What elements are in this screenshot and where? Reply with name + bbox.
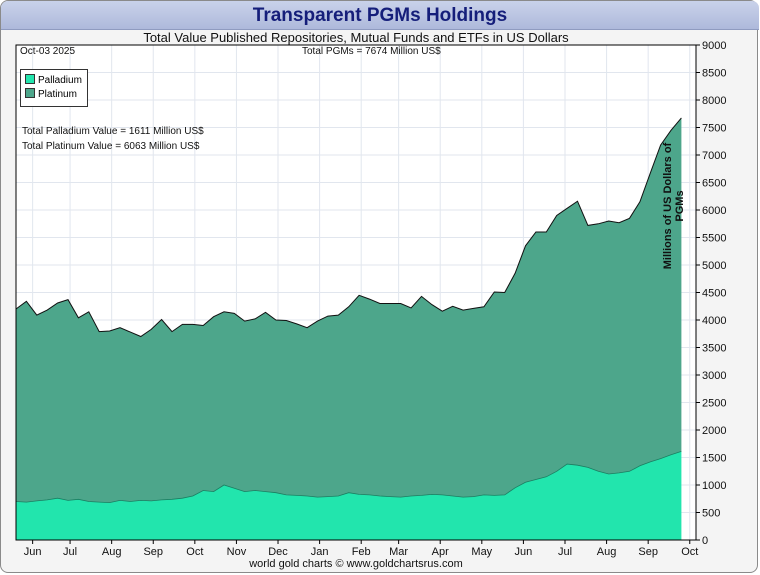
y-tick-label: 8500 [702,68,726,80]
x-tick-label: Nov [227,546,247,558]
y-tick-label: 7000 [702,150,726,162]
y-tick-label: 4500 [702,288,726,300]
y-tick-label: 5500 [702,233,726,245]
y-tick-label: 3500 [702,343,726,355]
legend-item-platinum: Platinum [25,88,77,100]
x-tick-label: Jul [558,546,572,558]
y-tick-label: 5000 [702,260,726,272]
x-tick-label: Jun [24,546,42,558]
x-tick-label: Dec [268,546,288,558]
total-pgms-label: Total PGMs = 7674 Million US$ [302,46,441,57]
y-tick-label: 9000 [702,40,726,52]
y-tick-label: 7500 [702,123,726,135]
y-tick-label: 0 [702,535,708,547]
y-tick-label: 6000 [702,205,726,217]
legend-label-palladium: Palladium [38,75,82,86]
legend-swatch-platinum [25,88,35,98]
x-tick-label: Oct [681,546,698,558]
x-tick-label: Jul [63,546,77,558]
x-tick-label: Aug [102,546,122,558]
legend-swatch-palladium [25,74,35,84]
y-tick-label: 500 [702,508,720,520]
total-line [15,117,682,338]
y-tick-label: 3000 [702,370,726,382]
chart-subtitle: Total Value Published Repositories, Mutu… [143,30,569,45]
platinum-area [16,117,682,503]
y-tick-label: 2000 [702,425,726,437]
y-tick-label: 1500 [702,453,726,465]
palladium-area [16,451,682,540]
x-tick-label: Oct [186,546,203,558]
legend-item-palladium: Palladium [25,74,82,86]
chart-footer: world gold charts © www.goldchartsrus.co… [249,558,463,570]
y-tick-label: 1000 [702,480,726,492]
x-tick-label: Sep [638,546,658,558]
x-tick-label: Apr [432,546,449,558]
legend-label-platinum: Platinum [38,89,77,100]
x-tick-label: Feb [352,546,371,558]
palladium-total-label: Total Palladium Value = 1611 Million US$ [22,126,204,137]
palladium-line [15,451,682,504]
y-tick-label: 8000 [702,95,726,107]
chart-title: Transparent PGMs Holdings [1,1,759,30]
y-tick-label: 4000 [702,315,726,327]
date-label: Oct-03 2025 [20,46,76,57]
legend: Palladium Platinum [20,69,88,107]
x-tick-label: Jun [515,546,533,558]
x-tick-label: Sep [143,546,163,558]
y-tick-label: 2500 [702,398,726,410]
x-tick-label: May [471,546,492,558]
y-tick-label: 6500 [702,178,726,190]
x-tick-label: Aug [597,546,617,558]
x-tick-label: Mar [389,546,408,558]
y-axis-label: Millions of US Dollars of PGMs [662,142,686,270]
x-tick-label: Jan [311,546,329,558]
platinum-total-label: Total Platinum Value = 6063 Million US$ [22,141,200,152]
